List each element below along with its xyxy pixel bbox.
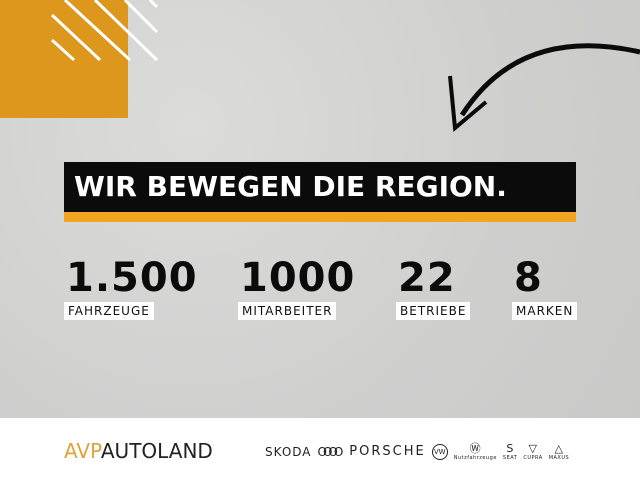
- curved-arrow-icon: [448, 43, 640, 132]
- stat-value: 8: [514, 255, 543, 301]
- stat-label: FAHRZEUGE: [64, 302, 154, 320]
- audi-logo: OOOO: [317, 444, 344, 459]
- maxus-logo: △ MAXUS: [549, 442, 570, 461]
- stat-vehicles: 1.500 FAHRZEUGE: [64, 255, 198, 320]
- seat-logo: S SEAT: [503, 442, 517, 461]
- stat-label: MARKEN: [512, 302, 578, 320]
- stat-label: BETRIEBE: [396, 302, 471, 320]
- vwn-label: Nutzfahrzeuge: [453, 455, 497, 461]
- cupra-logo: ▽ CUPRA: [523, 442, 542, 461]
- porsche-logo: PORSCHE: [349, 444, 426, 459]
- stat-value: 22: [398, 255, 456, 301]
- vw-logo: VW: [431, 443, 448, 460]
- stat-value: 1000: [240, 255, 356, 301]
- footer: [0, 418, 640, 480]
- headline-banner: WIR BEWEGEN DIE REGION.: [64, 162, 576, 212]
- brand-logos: SKODA OOOO PORSCHE VW Ⓦ Nutzfahrzeuge S SE…: [265, 442, 569, 461]
- stat-label: MITARBEITER: [238, 302, 337, 320]
- headline-underline: [64, 212, 576, 222]
- vw-icon: Ⓦ: [469, 442, 482, 455]
- stripes-decoration: [50, 0, 159, 62]
- cupra-icon: ▽: [528, 442, 538, 455]
- seat-icon: S: [506, 442, 514, 455]
- skoda-logo: SKODA: [265, 444, 312, 459]
- maxus-icon: △: [554, 442, 564, 455]
- cupra-label: CUPRA: [523, 455, 543, 461]
- vw-nutzfahrzeuge-logo: Ⓦ Nutzfahrzeuge: [454, 442, 497, 461]
- seat-label: SEAT: [502, 455, 518, 461]
- stat-locations: 22 BETRIEBE: [396, 255, 471, 320]
- stat-employees: 1000 MITARBEITER: [238, 255, 356, 320]
- logo-part-avp: AVP: [64, 439, 101, 463]
- stat-value: 1.500: [66, 255, 198, 301]
- orange-square-decoration: [0, 0, 128, 118]
- avp-autoland-logo: AVPAUTOLAND: [64, 440, 213, 462]
- logo-part-autoland: AUTOLAND: [100, 439, 213, 463]
- stat-brands: 8 MARKEN: [512, 255, 578, 320]
- maxus-label: MAXUS: [548, 455, 570, 461]
